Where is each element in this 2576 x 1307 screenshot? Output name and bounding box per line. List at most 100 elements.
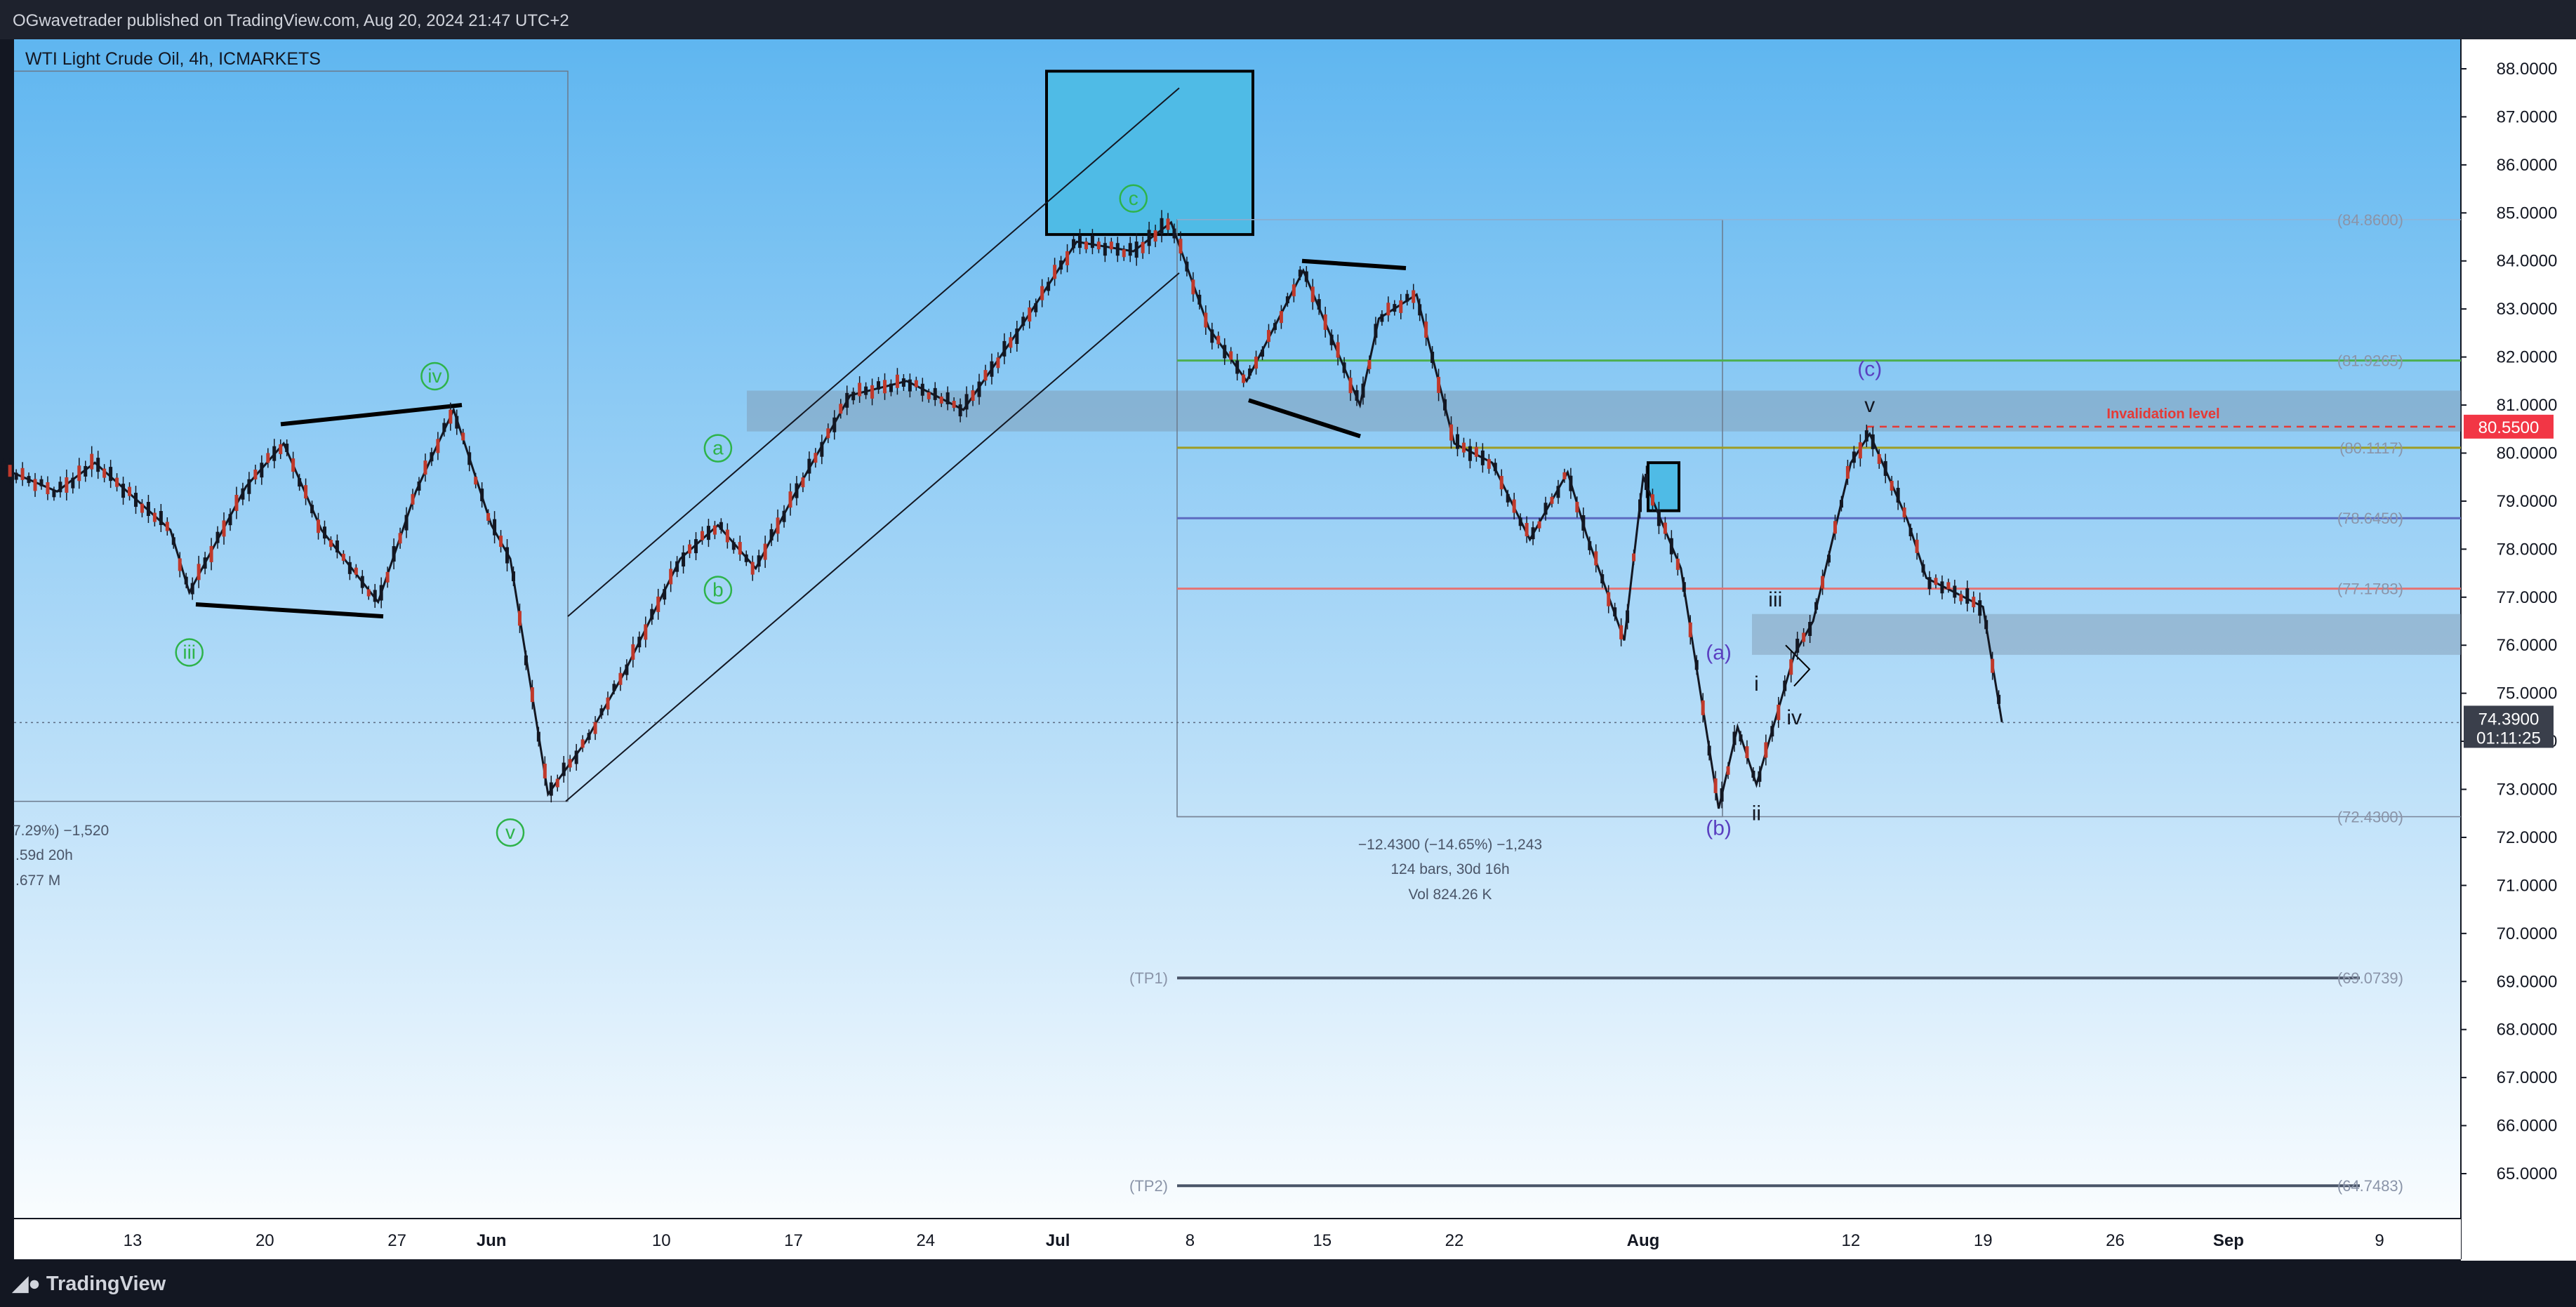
- x-tick-label: 22: [1445, 1231, 1464, 1250]
- candle-body: [1940, 581, 1944, 594]
- candle-body: [1713, 778, 1718, 793]
- invalidation-price-tag: [2464, 414, 2554, 439]
- candle-body: [165, 522, 169, 531]
- candle-body: [731, 542, 736, 550]
- candle-body: [870, 385, 875, 399]
- candle-body: [694, 539, 698, 554]
- y-tick-label: 82.0000: [2497, 348, 2558, 367]
- candle-body: [1122, 249, 1126, 258]
- candle-body: [1871, 434, 1875, 449]
- candle-body: [587, 733, 591, 741]
- wedge-lower-line-2: [1248, 398, 1361, 439]
- candle-body: [272, 446, 277, 461]
- candle-body: [1141, 241, 1145, 253]
- wave-circle: [703, 576, 733, 604]
- candle-body: [46, 482, 50, 495]
- candle-body: [996, 357, 1000, 369]
- publisher-header: OGwavetrader published on TradingView.co…: [0, 0, 2576, 39]
- y-tick-label: 75.0000: [2497, 684, 2558, 703]
- candle-body: [914, 380, 918, 387]
- candle-body: [1336, 342, 1340, 358]
- candle-body: [1480, 450, 1485, 465]
- y-tick-label: 87.0000: [2497, 107, 2558, 126]
- time-axis: 13 20 27 Jun 10 17 24 Jul 8 15 22 Aug 12 19 26 Sep 9: [124, 1231, 2384, 1250]
- candle-body: [574, 750, 578, 764]
- tp-label: (TP1): [1129, 969, 1168, 987]
- candle-body: [1386, 303, 1390, 316]
- fib-level-label: (78.6450): [2337, 510, 2403, 527]
- footer-bar: ◢● TradingView: [0, 1261, 2576, 1307]
- candle-body: [580, 739, 585, 748]
- candle-body: [1053, 265, 1057, 279]
- candle-body: [1040, 286, 1044, 300]
- candle-body: [1902, 507, 1906, 518]
- candle-body: [115, 477, 119, 487]
- candle-body: [1172, 228, 1176, 239]
- candle-body: [96, 458, 100, 472]
- candle-body: [983, 370, 988, 381]
- candle-body: [1468, 446, 1472, 461]
- candle-body: [392, 546, 396, 562]
- candle-body: [1997, 694, 2001, 704]
- y-tick-label: 83.0000: [2497, 300, 2558, 319]
- candle-body: [1569, 475, 1573, 491]
- candle-body: [1310, 286, 1315, 303]
- candle-body: [1147, 230, 1151, 246]
- fib-level-label: (81.9265): [2337, 352, 2403, 370]
- resistance-zone: [747, 390, 2461, 432]
- candle-body: [1594, 551, 1598, 566]
- candle-body: [958, 404, 962, 417]
- candle-body: [1600, 574, 1605, 584]
- candle-body: [1405, 293, 1409, 302]
- candle-body: [738, 542, 742, 555]
- candle-body: [1783, 680, 1787, 691]
- measure-left-line-3: .677 M: [15, 873, 60, 889]
- wedge-upper-line-2: [1301, 258, 1407, 270]
- candle-body: [84, 465, 88, 477]
- fib-levels: (84.8600) (81.9265) (80.1117) (78.6450) (77.…: [14, 211, 2461, 1195]
- candle-body: [77, 465, 81, 482]
- candle-body: [562, 762, 566, 776]
- candle-body: [1650, 494, 1654, 506]
- candle-body: [1065, 251, 1070, 265]
- candle-body: [423, 460, 427, 475]
- candle-body: [467, 452, 472, 465]
- candle-body: [1499, 476, 1503, 490]
- candle-body: [493, 519, 497, 536]
- candle-body: [90, 453, 94, 470]
- candle-body: [650, 609, 654, 620]
- y-tick-label: 68.0000: [2497, 1021, 2558, 1040]
- candle-body: [234, 494, 239, 511]
- candle-body: [480, 489, 484, 502]
- x-tick-label: 9: [2375, 1231, 2384, 1250]
- tradingview-logo[interactable]: ◢● TradingView: [13, 1261, 166, 1307]
- candle-body: [1915, 539, 1919, 553]
- candle-body: [927, 392, 931, 399]
- candle-body: [203, 557, 207, 569]
- candle-body: [549, 782, 553, 796]
- candle-body: [1657, 510, 1661, 526]
- candle-body: [1739, 734, 1743, 742]
- y-tick-label: 70.0000: [2497, 924, 2558, 943]
- x-tick-label: 17: [784, 1231, 803, 1250]
- candle-body: [769, 529, 774, 540]
- candle-body: [530, 687, 534, 703]
- candle-body: [1946, 582, 1951, 590]
- candle-body: [379, 585, 383, 601]
- fib-level-label: (77.1783): [2337, 580, 2403, 598]
- candle-body: [474, 477, 478, 485]
- wave-circle: [420, 361, 449, 391]
- wave-circle: [703, 434, 733, 463]
- candle-body: [39, 479, 44, 486]
- candle-body: [524, 655, 528, 665]
- candle-body: [1613, 607, 1617, 617]
- candle-body: [1852, 451, 1856, 463]
- candle-body: [1342, 362, 1346, 373]
- channel-lower-line: [565, 272, 1180, 802]
- candle-body: [826, 428, 830, 439]
- candle-body: [1034, 303, 1038, 312]
- candle-body: [1877, 453, 1881, 464]
- candle-body: [52, 490, 56, 498]
